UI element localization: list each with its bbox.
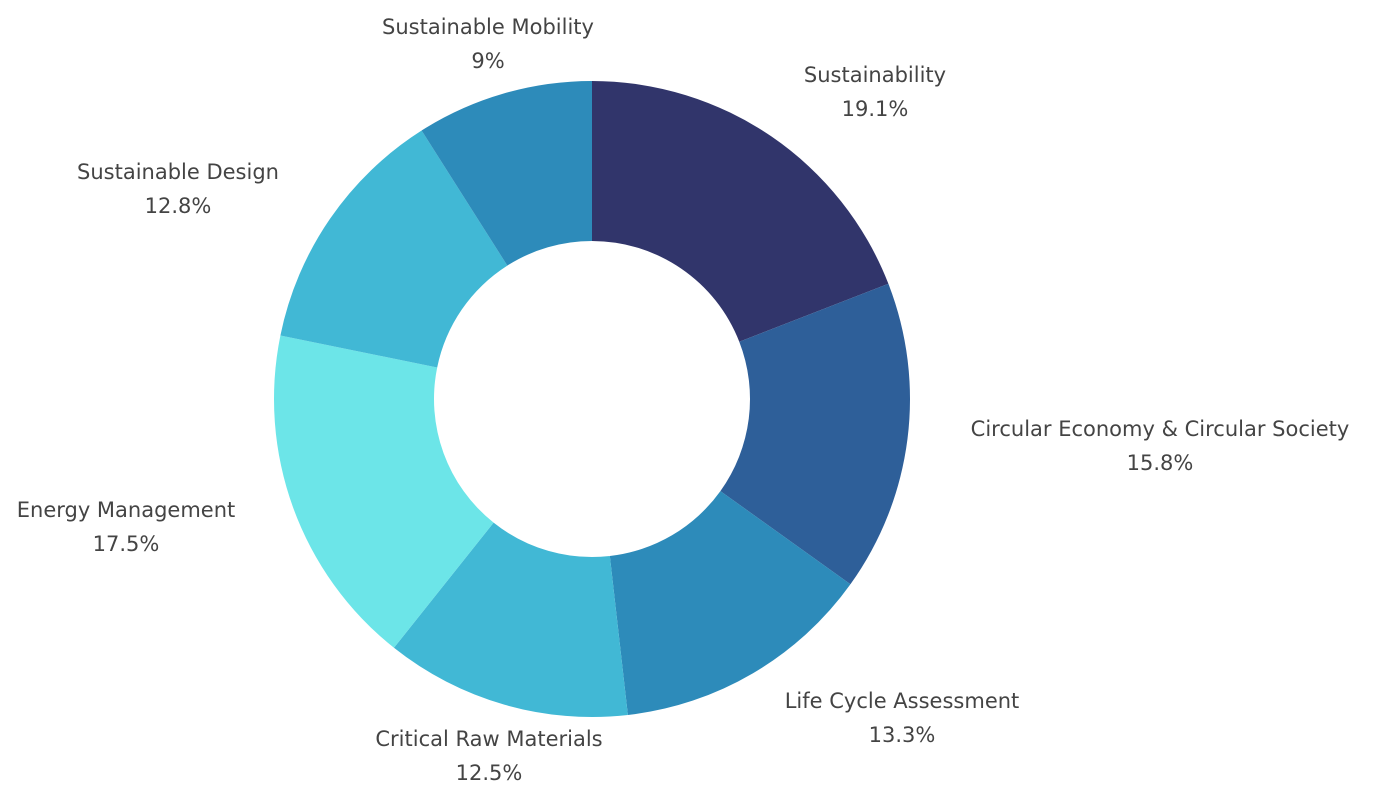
donut-slice bbox=[273, 335, 494, 648]
donut-slice bbox=[393, 522, 628, 717]
slice-value-label: 15.8% bbox=[1127, 451, 1194, 475]
donut-slice bbox=[720, 283, 910, 585]
donut-slice bbox=[609, 491, 851, 715]
slice-value-label: 19.1% bbox=[842, 97, 909, 121]
slice-value-label: 12.8% bbox=[145, 194, 212, 218]
slice-label: Sustainability bbox=[804, 63, 946, 87]
slice-label: Energy Management bbox=[17, 498, 236, 522]
slice-label: Sustainable Design bbox=[77, 160, 279, 184]
slice-value-label: 13.3% bbox=[869, 723, 936, 747]
slice-value-label: 9% bbox=[471, 49, 504, 73]
slice-label: Life Cycle Assessment bbox=[785, 689, 1020, 713]
donut-slice bbox=[280, 130, 508, 368]
slice-label: Critical Raw Materials bbox=[375, 727, 602, 751]
slice-value-label: 17.5% bbox=[93, 532, 160, 556]
donut-slice bbox=[592, 81, 889, 342]
slice-label: Sustainable Mobility bbox=[382, 15, 594, 39]
donut-slice bbox=[421, 81, 592, 266]
slice-value-label: 12.5% bbox=[456, 761, 523, 785]
slice-label: Circular Economy & Circular Society bbox=[971, 417, 1350, 441]
